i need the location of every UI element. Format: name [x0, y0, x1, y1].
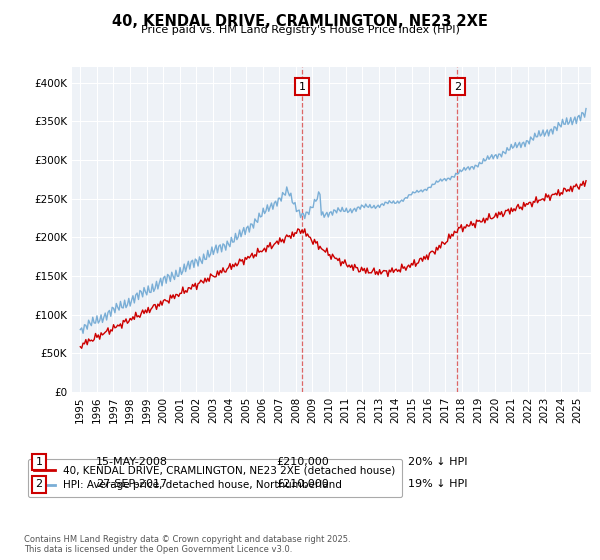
- Legend: 40, KENDAL DRIVE, CRAMLINGTON, NE23 2XE (detached house), HPI: Average price, de: 40, KENDAL DRIVE, CRAMLINGTON, NE23 2XE …: [28, 459, 402, 497]
- Text: 1: 1: [35, 457, 43, 467]
- Text: 1: 1: [298, 82, 305, 91]
- Text: 20% ↓ HPI: 20% ↓ HPI: [408, 457, 467, 467]
- Text: £210,000: £210,000: [276, 479, 329, 489]
- Text: 40, KENDAL DRIVE, CRAMLINGTON, NE23 2XE: 40, KENDAL DRIVE, CRAMLINGTON, NE23 2XE: [112, 14, 488, 29]
- Text: 15-MAY-2008: 15-MAY-2008: [96, 457, 168, 467]
- Text: Contains HM Land Registry data © Crown copyright and database right 2025.
This d: Contains HM Land Registry data © Crown c…: [24, 535, 350, 554]
- Text: Price paid vs. HM Land Registry's House Price Index (HPI): Price paid vs. HM Land Registry's House …: [140, 25, 460, 35]
- Text: 2: 2: [35, 479, 43, 489]
- Text: 2: 2: [454, 82, 461, 91]
- Text: £210,000: £210,000: [276, 457, 329, 467]
- Text: 19% ↓ HPI: 19% ↓ HPI: [408, 479, 467, 489]
- Text: 27-SEP-2017: 27-SEP-2017: [96, 479, 167, 489]
